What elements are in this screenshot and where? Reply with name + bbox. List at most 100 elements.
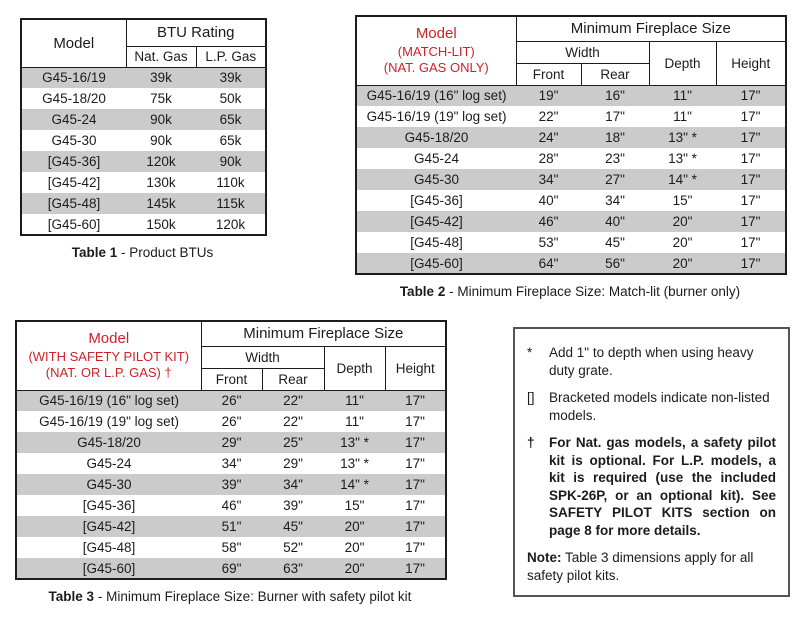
table3-model-line3: (NAT. OR L.P. GAS) † (45, 365, 172, 381)
cell-height: 17" (405, 456, 425, 471)
table-row: G45-18/20 29" 25" 13" * 17" (16, 432, 447, 453)
footnote-text: Bracketed models indicate non-listed mod… (549, 390, 770, 423)
cell-height: 17" (405, 435, 425, 450)
cell-model: G45-16/19 (16" log set) (39, 393, 179, 409)
cell-height: 17" (740, 214, 761, 229)
cell-nat-gas: 90k (150, 133, 172, 148)
table1-header-model: Model (20, 18, 127, 68)
cell-lp-gas: 39k (219, 70, 242, 86)
cell-model: G45-24 (413, 151, 460, 166)
footnotes-box: * Add 1" to depth when using heavy duty … (513, 327, 790, 597)
table-row: [G45-60] 69" 63" 20" 17" (16, 558, 447, 579)
cell-model: [G45-36] (82, 498, 136, 513)
table2-caption-text: - Minimum Fireplace Size: Match-lit (bur… (445, 284, 741, 299)
table3-model-line1: Model (88, 330, 130, 348)
cell-model: [G45-42] (410, 214, 463, 229)
note-label: Note: (527, 550, 562, 566)
cell-model: G45-30 (86, 477, 132, 492)
cell-front: 29" (221, 435, 242, 450)
footnote-note: Note: Table 3 dimensions apply for all s… (527, 549, 776, 584)
cell-front: 34" (538, 172, 559, 187)
cell-height: 17" (740, 151, 761, 166)
table-row: G45-16/19 (19" log set) 26" 22" 11" 17" (16, 411, 447, 432)
cell-front: 28" (538, 151, 559, 166)
cell-model: [G45-48] (410, 235, 463, 250)
cell-front: 40" (538, 193, 559, 208)
cell-model: G45-24 (51, 112, 97, 127)
table-row: [G45-36] 40" 34" 15" 17" (356, 190, 787, 211)
cell-depth: 11" (345, 414, 364, 429)
table1-header-nat-gas: Nat. Gas (125, 45, 197, 68)
cell-depth: 11" (673, 109, 692, 124)
cell-front: 26" (221, 414, 242, 429)
table3-section: Model (WITH SAFETY PILOT KIT) (NAT. OR L… (15, 320, 448, 604)
cell-rear: 22" (283, 414, 303, 429)
table-row: G45-16/19 (16" log set) 19" 16" 11" 17" (356, 85, 787, 106)
table3-caption-label: Table 3 (48, 589, 95, 604)
cell-rear: 22" (283, 393, 303, 409)
footnote-text: For Nat. gas models, a safety pilot kit … (549, 435, 776, 538)
cell-model: [G45-48] (82, 540, 136, 555)
footnote-text: Add 1" to depth when using heavy duty gr… (549, 345, 754, 378)
table3-header-front: Front (200, 367, 263, 391)
cell-model: G45-30 (413, 172, 460, 187)
cell-lp-gas: 65k (219, 112, 242, 127)
table-row: G45-30 90k 65k (21, 130, 266, 151)
table2-section: Model (MATCH-LIT) (NAT. GAS ONLY) Minimu… (355, 15, 788, 299)
cell-height: 17" (740, 172, 761, 187)
cell-depth: 20" (672, 235, 693, 250)
cell-depth: 20" (344, 540, 365, 555)
cell-nat-gas: 90k (150, 112, 172, 127)
cell-rear: 18" (605, 130, 625, 145)
cell-depth: 11" (673, 88, 692, 104)
table-row: G45-30 39" 34" 14" * 17" (16, 474, 447, 495)
cell-front: 64" (538, 255, 559, 271)
cell-lp-gas: 110k (216, 175, 245, 190)
table3-header-min-fireplace-size: Minimum Fireplace Size (200, 320, 447, 347)
cell-model: G45-18/20 (404, 130, 469, 145)
table-row: [G45-48] 58" 52" 20" 17" (16, 537, 447, 558)
cell-rear: 45" (605, 235, 625, 250)
cell-front: 51" (221, 519, 242, 534)
cell-nat-gas: 75k (150, 91, 172, 106)
asterisk-marker: * (527, 345, 533, 360)
table-row: G45-18/20 24" 18" 13" * 17" (356, 127, 787, 148)
cell-height: 17" (405, 414, 425, 429)
table3-caption: Table 3 - Minimum Fireplace Size: Burner… (15, 589, 445, 604)
cell-depth: 20" (344, 560, 365, 576)
table2-model-line2: (MATCH-LIT) (397, 43, 475, 59)
cell-rear: 56" (605, 255, 625, 271)
cell-height: 17" (740, 130, 761, 145)
cell-rear: 27" (605, 172, 625, 187)
cell-front: 39" (221, 477, 242, 492)
table3-header-width: Width (200, 345, 325, 369)
cell-front: 19" (538, 88, 559, 104)
table3-caption-text: - Minimum Fireplace Size: Burner with sa… (94, 589, 412, 604)
cell-height: 17" (740, 255, 761, 271)
cell-model: G45-30 (51, 133, 97, 148)
footnote-dagger: † For Nat. gas models, a safety pilot ki… (527, 434, 776, 539)
cell-front: 46" (221, 498, 242, 513)
table2-header-model: Model (MATCH-LIT) (NAT. GAS ONLY) (355, 15, 517, 86)
table2-header-rear: Rear (580, 62, 650, 86)
table1-caption: Table 1 - Product BTUs (20, 245, 265, 260)
cell-model: G45-24 (86, 456, 132, 471)
cell-model: G45-16/19 (19" log set) (366, 109, 507, 124)
cell-lp-gas: 90k (219, 154, 242, 169)
cell-depth: 20" (672, 255, 693, 271)
cell-depth: 15" (672, 193, 693, 208)
table-row: G45-16/19 (16" log set) 26" 22" 11" 17" (16, 390, 447, 411)
cell-model: [G45-60] (410, 255, 463, 271)
cell-model: G45-16/19 (42, 70, 106, 86)
table2-header-width: Width (515, 40, 650, 64)
table-row: [G45-42] 51" 45" 20" 17" (16, 516, 447, 537)
cell-nat-gas: 39k (150, 70, 172, 86)
cell-front: 22" (538, 109, 559, 124)
cell-front: 58" (221, 540, 242, 555)
cell-height: 17" (740, 193, 761, 208)
cell-model: [G45-60] (82, 560, 136, 576)
cell-lp-gas: 50k (219, 91, 242, 106)
table2-caption-label: Table 2 (399, 284, 446, 299)
table-row: G45-18/20 75k 50k (21, 88, 266, 109)
